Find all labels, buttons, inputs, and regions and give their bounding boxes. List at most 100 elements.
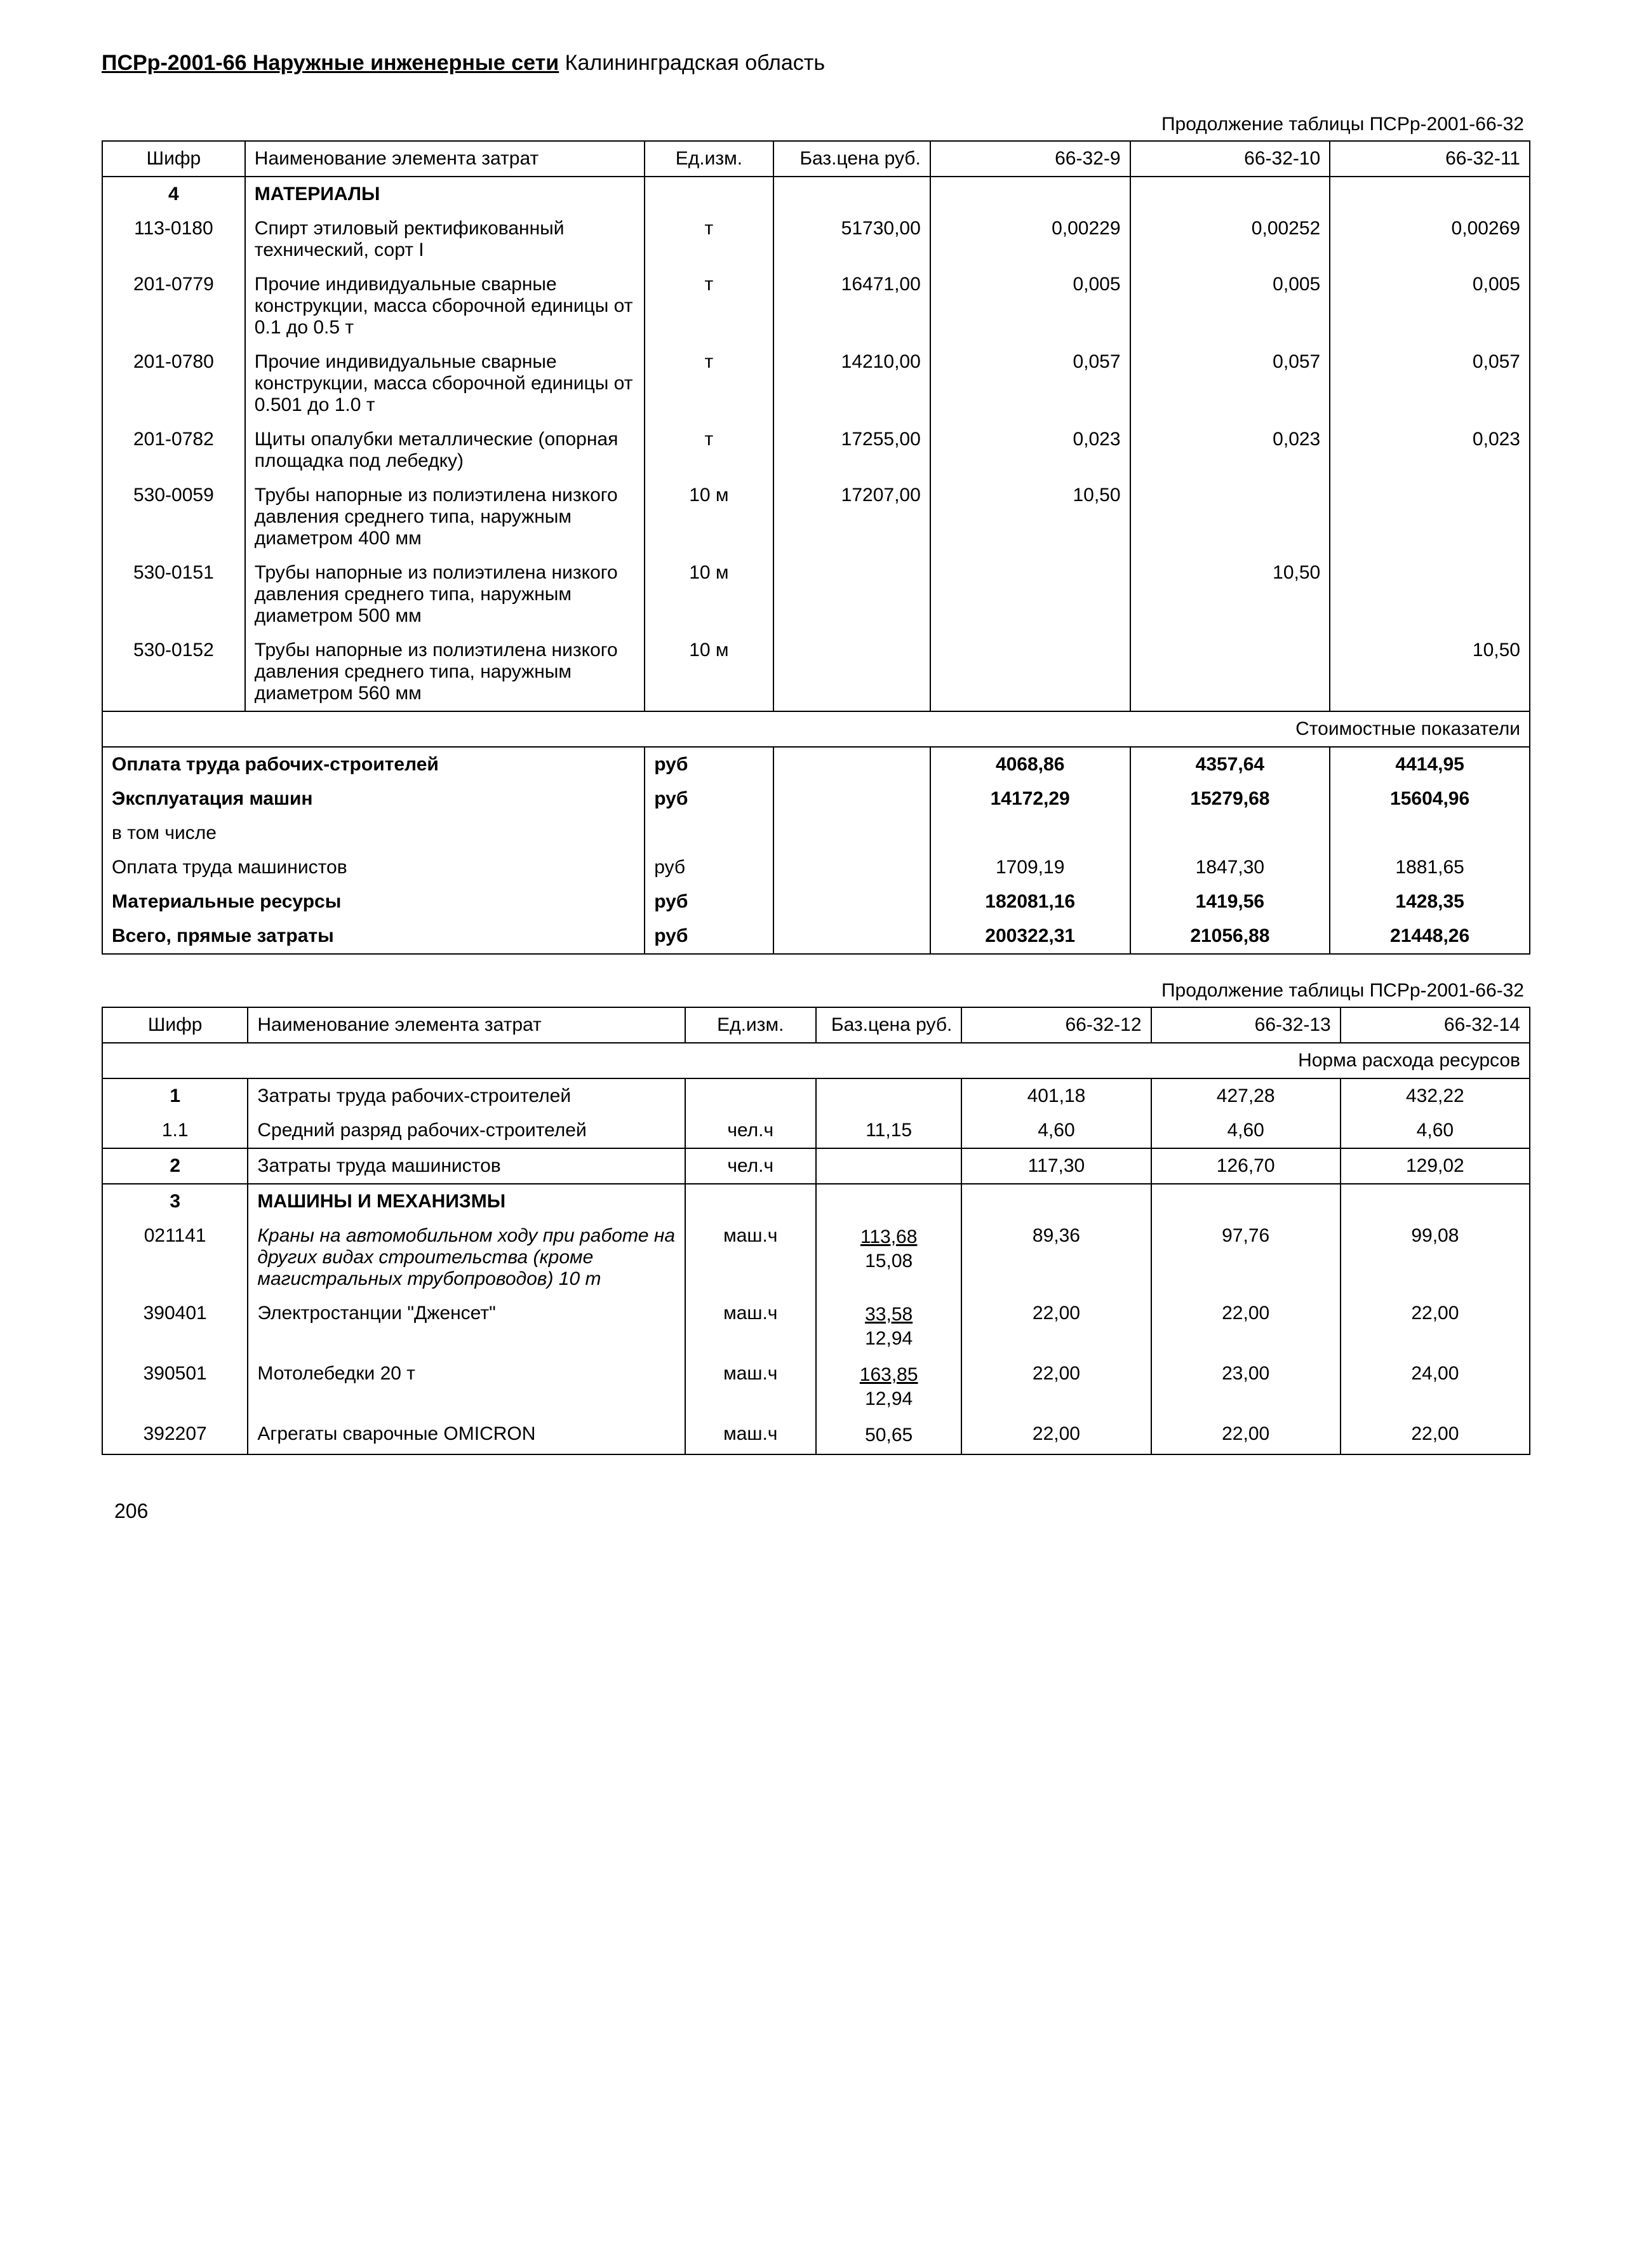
section-row: 3МАШИНЫ И МЕХАНИЗМЫ bbox=[102, 1184, 1530, 1219]
summary-label: Материальные ресурсы bbox=[102, 885, 645, 919]
summary-blank bbox=[773, 885, 930, 919]
summary-v2 bbox=[1130, 816, 1330, 850]
cell-v2 bbox=[1130, 633, 1330, 711]
cell-name: Трубы напорные из полиэтилена низкого да… bbox=[245, 478, 645, 556]
cell-name: Затраты труда машинистов bbox=[248, 1148, 685, 1184]
col-price: Баз.цена руб. bbox=[816, 1007, 961, 1043]
cell-v1: 4,60 bbox=[961, 1113, 1151, 1148]
cell-unit: 10 м bbox=[645, 556, 773, 633]
cell-v1 bbox=[930, 633, 1130, 711]
cell-name: Агрегаты сварочные OMICRON bbox=[248, 1417, 685, 1454]
summary-row: Всего, прямые затратыруб 200322,3121056,8… bbox=[102, 919, 1530, 954]
cell-unit: чел.ч bbox=[685, 1113, 816, 1148]
price-bottom: 15,08 bbox=[865, 1251, 913, 1272]
summary-row: Оплата труда рабочих-строителейруб4068,8… bbox=[102, 747, 1530, 782]
table-row: 021141Краны на автомобильном ходу при ра… bbox=[102, 1219, 1530, 1296]
cell-unit: маш.ч bbox=[685, 1296, 816, 1357]
cell-v2: 22,00 bbox=[1151, 1296, 1341, 1357]
cell-v1: 89,36 bbox=[961, 1219, 1151, 1296]
summary-v1: 200322,31 bbox=[930, 919, 1130, 954]
cell-price: 11,15 bbox=[816, 1113, 961, 1148]
summary-v3 bbox=[1330, 816, 1530, 850]
summary-label: Всего, прямые затраты bbox=[102, 919, 645, 954]
summary-v2: 21056,88 bbox=[1130, 919, 1330, 954]
cell-price: 14210,00 bbox=[773, 345, 930, 422]
cell-unit: т bbox=[645, 345, 773, 422]
col-price: Баз.цена руб. bbox=[773, 141, 930, 177]
cell-v3: 99,08 bbox=[1341, 1219, 1530, 1296]
cell-name: Средний разряд рабочих-строителей bbox=[248, 1113, 685, 1148]
cell-unit: 10 м bbox=[645, 633, 773, 711]
col-v1: 66-32-12 bbox=[961, 1007, 1151, 1043]
summary-v3: 21448,26 bbox=[1330, 919, 1530, 954]
page-number: 206 bbox=[114, 1500, 1530, 1523]
cell-v1: 22,00 bbox=[961, 1357, 1151, 1417]
norm-header-row: Норма расхода ресурсов bbox=[102, 1043, 1530, 1078]
col-code: Шифр bbox=[102, 141, 245, 177]
col-v2: 66-32-10 bbox=[1130, 141, 1330, 177]
cost-header-row: Стоимостные показатели bbox=[102, 711, 1530, 747]
table-row: 390501Мотолебедки 20 тмаш.ч163,8512,9422… bbox=[102, 1357, 1530, 1417]
summary-v2: 15279,68 bbox=[1130, 782, 1330, 816]
cell-name: Мотолебедки 20 т bbox=[248, 1357, 685, 1417]
section-row: 4МАТЕРИАЛЫ bbox=[102, 177, 1530, 211]
cell-v3: 0,023 bbox=[1330, 422, 1530, 478]
summary-label: в том числе bbox=[102, 816, 645, 850]
cell-v2: 22,00 bbox=[1151, 1417, 1341, 1454]
table-row: 201-0779Прочие индивидуальные сварные ко… bbox=[102, 267, 1530, 345]
price-top: 163,85 bbox=[860, 1364, 918, 1385]
col-v3: 66-32-11 bbox=[1330, 141, 1530, 177]
cell-v3: 0,00269 bbox=[1330, 211, 1530, 267]
cell-v1: 0,005 bbox=[930, 267, 1130, 345]
cell-unit bbox=[685, 1078, 816, 1113]
cell-v3: 0,057 bbox=[1330, 345, 1530, 422]
table-row: 1.1Средний разряд рабочих-строителейчел.… bbox=[102, 1113, 1530, 1148]
cell-price: 51730,00 bbox=[773, 211, 930, 267]
cell-v2 bbox=[1130, 478, 1330, 556]
cell-v2: 0,057 bbox=[1130, 345, 1330, 422]
cell-code: 392207 bbox=[102, 1417, 248, 1454]
page-header: ПСРр-2001-66 Наружные инженерные сети Ка… bbox=[102, 51, 1530, 76]
table-header-row: Шифр Наименование элемента затрат Ед.изм… bbox=[102, 1007, 1530, 1043]
header-region: Калининградская область bbox=[559, 51, 825, 75]
cell-v1: 22,00 bbox=[961, 1296, 1151, 1357]
cell-v2: 4,60 bbox=[1151, 1113, 1341, 1148]
cell-v1: 401,18 bbox=[961, 1078, 1151, 1113]
cell-v1: 0,00229 bbox=[930, 211, 1130, 267]
cell-name: Трубы напорные из полиэтилена низкого да… bbox=[245, 633, 645, 711]
cell-v2: 427,28 bbox=[1151, 1078, 1341, 1113]
section-title: МАШИНЫ И МЕХАНИЗМЫ bbox=[248, 1184, 685, 1219]
cell-name: Электростанции "Дженсет" bbox=[248, 1296, 685, 1357]
cell-code: 2 bbox=[102, 1148, 248, 1184]
table-2: Шифр Наименование элемента затрат Ед.изм… bbox=[102, 1007, 1530, 1455]
cell-v1: 0,057 bbox=[930, 345, 1130, 422]
cell-code: 530-0152 bbox=[102, 633, 245, 711]
summary-row: Материальные ресурсыруб182081,161419,561… bbox=[102, 885, 1530, 919]
table-row: 530-0059Трубы напорные из полиэтилена ни… bbox=[102, 478, 1530, 556]
summary-v3: 15604,96 bbox=[1330, 782, 1530, 816]
summary-unit: руб bbox=[645, 885, 773, 919]
summary-blank bbox=[773, 747, 930, 782]
summary-row: Оплата труда машинистовруб1709,191847,30… bbox=[102, 850, 1530, 885]
summary-row: в том числе bbox=[102, 816, 1530, 850]
summary-v1 bbox=[930, 816, 1130, 850]
col-name: Наименование элемента затрат bbox=[248, 1007, 685, 1043]
col-unit: Ед.изм. bbox=[645, 141, 773, 177]
cell-price: 16471,00 bbox=[773, 267, 930, 345]
cell-v3: 24,00 bbox=[1341, 1357, 1530, 1417]
summary-unit: руб bbox=[645, 850, 773, 885]
summary-v1: 4068,86 bbox=[930, 747, 1130, 782]
cell-v3: 129,02 bbox=[1341, 1148, 1530, 1184]
cell-code: 390501 bbox=[102, 1357, 248, 1417]
continuation-label-1: Продолжение таблицы ПСРр-2001-66-32 bbox=[102, 114, 1530, 135]
col-name: Наименование элемента затрат bbox=[245, 141, 645, 177]
summary-unit: руб bbox=[645, 919, 773, 954]
cell-v3: 4,60 bbox=[1341, 1113, 1530, 1148]
cell-v2: 0,005 bbox=[1130, 267, 1330, 345]
table-row: 530-0151Трубы напорные из полиэтилена ни… bbox=[102, 556, 1530, 633]
cell-v1: 0,023 bbox=[930, 422, 1130, 478]
summary-v1: 14172,29 bbox=[930, 782, 1130, 816]
summary-v3: 1428,35 bbox=[1330, 885, 1530, 919]
table-row: 113-0180Спирт этиловый ректификованный т… bbox=[102, 211, 1530, 267]
cell-price bbox=[773, 556, 930, 633]
